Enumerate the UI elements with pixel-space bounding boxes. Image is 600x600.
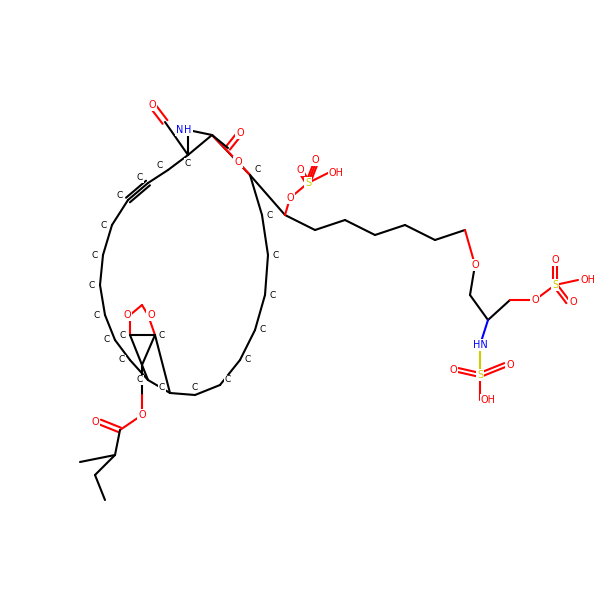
Text: O: O: [531, 295, 539, 305]
Text: C: C: [89, 280, 95, 289]
Text: O: O: [569, 297, 577, 307]
Text: O: O: [506, 360, 514, 370]
Text: C: C: [137, 173, 143, 182]
Text: O: O: [286, 193, 294, 203]
Text: O: O: [148, 100, 156, 110]
Text: O: O: [147, 310, 155, 320]
Text: O: O: [138, 410, 146, 420]
Text: C: C: [267, 211, 273, 220]
Text: O: O: [471, 260, 479, 270]
Text: O: O: [123, 310, 131, 320]
Text: C: C: [137, 376, 143, 385]
Text: OH: OH: [581, 275, 595, 285]
Text: C: C: [260, 325, 266, 335]
Text: C: C: [104, 335, 110, 344]
Text: O: O: [234, 157, 242, 167]
Text: C: C: [192, 383, 198, 391]
Text: O: O: [551, 255, 559, 265]
Text: C: C: [157, 160, 163, 169]
Text: OH: OH: [481, 395, 496, 405]
Text: C: C: [101, 220, 107, 229]
Text: O: O: [91, 417, 99, 427]
Text: C: C: [245, 355, 251, 364]
Text: C: C: [273, 251, 279, 259]
Text: C: C: [225, 376, 231, 385]
Text: O: O: [296, 165, 304, 175]
Text: C: C: [120, 331, 126, 340]
Text: C: C: [92, 251, 98, 259]
Text: N: N: [176, 125, 184, 135]
Text: C: C: [159, 383, 165, 392]
Text: O: O: [236, 128, 244, 138]
Text: O: O: [449, 365, 457, 375]
Text: C: C: [255, 166, 261, 175]
Text: H: H: [184, 125, 191, 135]
Text: C: C: [185, 158, 191, 167]
Text: OH: OH: [329, 168, 343, 178]
Text: C: C: [270, 290, 276, 299]
Text: C: C: [159, 331, 165, 340]
Text: C: C: [119, 355, 125, 364]
Text: S: S: [305, 178, 311, 188]
Text: C: C: [94, 311, 100, 319]
Text: O: O: [311, 155, 319, 165]
Text: HN: HN: [473, 340, 487, 350]
Text: S: S: [552, 280, 558, 290]
Text: S: S: [477, 370, 483, 380]
Text: C: C: [117, 191, 123, 199]
